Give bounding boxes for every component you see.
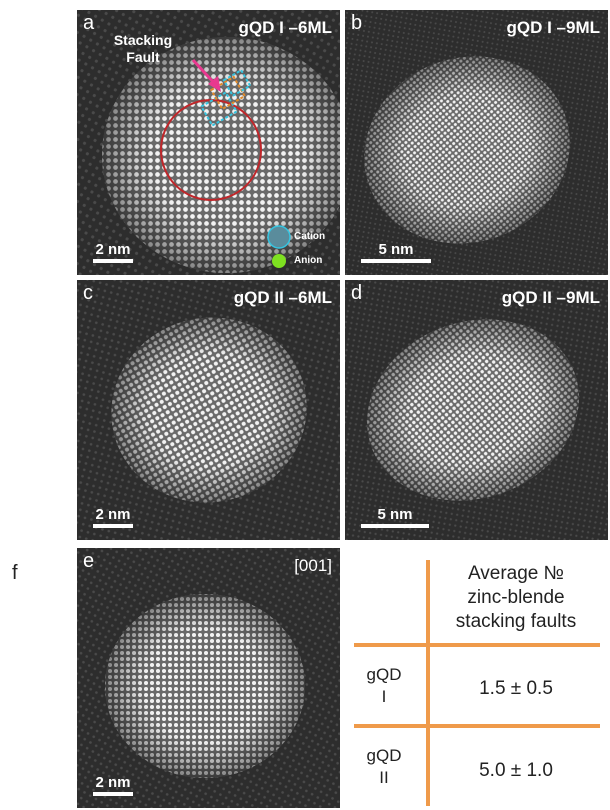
panel-title: gQD II –9ML	[501, 288, 600, 307]
panel-label: d	[351, 282, 363, 304]
scale-bar-text: 2 nm	[95, 241, 131, 258]
scale-bar-text: 2 nm	[95, 774, 131, 791]
anion-label: Anion	[294, 255, 323, 266]
header-line: Average №	[467, 563, 565, 584]
micrograph-image	[345, 280, 608, 540]
row-value: 5.0 ± 1.0	[479, 760, 553, 781]
micrograph-image	[77, 280, 340, 540]
scale-bar-text: 2 nm	[95, 506, 131, 523]
scale-bar: 2 nm	[93, 241, 133, 263]
row-label: gQD II	[366, 746, 402, 787]
cation-label: Cation	[294, 231, 326, 242]
annotation-overlay	[160, 58, 291, 268]
scale-bar: 2 nm	[93, 506, 133, 528]
anion-swatch	[272, 254, 286, 268]
cation-swatch	[267, 225, 291, 249]
micrograph-a: a gQD I –6ML Stacking Fault Cation Anion…	[77, 10, 340, 275]
arrowhead	[208, 76, 221, 92]
panel-label: b	[351, 12, 363, 34]
panel-title: gQD I –6ML	[238, 18, 332, 37]
figure-label: f	[12, 562, 18, 584]
micrograph-image	[77, 10, 340, 275]
micrograph-d: d gQD II –9ML 5 nm	[345, 280, 608, 540]
header-line: zinc-blende	[467, 587, 565, 608]
row-value: 1.5 ± 0.5	[479, 678, 553, 699]
panel-label: e	[83, 550, 95, 572]
micrograph-e: e [001] 2 nm	[77, 548, 340, 808]
region-circle	[160, 99, 262, 201]
row-label: gQD I	[366, 665, 402, 706]
scale-bar: 5 nm	[361, 506, 429, 528]
header-line: stacking faults	[455, 611, 577, 632]
micrograph-c: c gQD II –6ML 2 nm	[77, 280, 340, 540]
scale-bar-text: 5 nm	[377, 506, 413, 523]
arrow	[191, 58, 217, 86]
scale-bar: 5 nm	[361, 241, 431, 263]
scale-bar: 2 nm	[93, 774, 133, 796]
micrograph-b: b gQD I –9ML 5 nm	[345, 10, 608, 275]
table-header: Average № zinc-blende stacking faults	[432, 562, 600, 634]
stacking-fault-label: Stacking Fault	[113, 32, 173, 65]
micrograph-image	[345, 10, 608, 275]
stacking-fault-markers	[200, 68, 252, 127]
panel-title: gQD II –6ML	[233, 288, 332, 307]
panel-title: gQD I –9ML	[506, 18, 600, 37]
scale-bar-text: 5 nm	[378, 241, 414, 258]
panel-title: [001]	[294, 556, 332, 575]
panel-label: c	[83, 282, 93, 304]
panel-label: a	[83, 12, 95, 34]
micrograph-image	[77, 548, 340, 808]
